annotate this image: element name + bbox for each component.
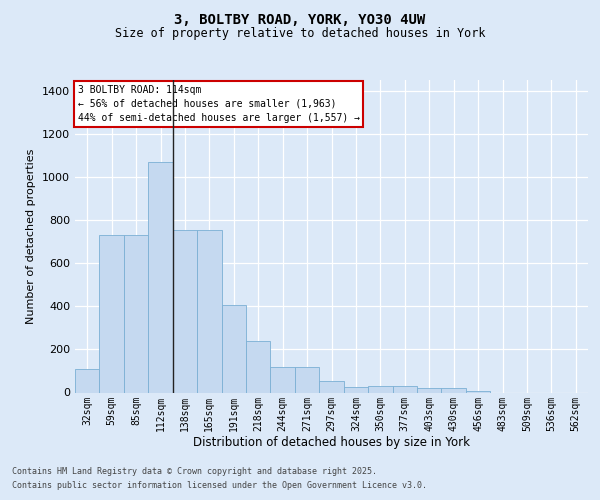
Bar	[319, 380, 344, 392]
Text: 3 BOLTBY ROAD: 114sqm
← 56% of detached houses are smaller (1,963)
44% of semi-d: 3 BOLTBY ROAD: 114sqm ← 56% of detached …	[77, 84, 359, 122]
Bar	[392, 386, 417, 392]
Text: Contains public sector information licensed under the Open Government Licence v3: Contains public sector information licen…	[12, 481, 427, 490]
Bar	[100, 235, 124, 392]
Text: Contains HM Land Registry data © Crown copyright and database right 2025.: Contains HM Land Registry data © Crown c…	[12, 467, 377, 476]
Text: 3, BOLTBY ROAD, YORK, YO30 4UW: 3, BOLTBY ROAD, YORK, YO30 4UW	[175, 12, 425, 26]
Bar	[124, 235, 148, 392]
Y-axis label: Number of detached properties: Number of detached properties	[26, 148, 37, 324]
Bar	[417, 388, 442, 392]
Bar	[295, 366, 319, 392]
Text: Size of property relative to detached houses in York: Size of property relative to detached ho…	[115, 28, 485, 40]
Bar	[344, 387, 368, 392]
Bar	[368, 386, 392, 392]
Bar	[148, 162, 173, 392]
Bar	[442, 388, 466, 392]
Bar	[246, 341, 271, 392]
Bar	[173, 230, 197, 392]
Bar	[221, 305, 246, 392]
Bar	[75, 370, 100, 392]
X-axis label: Distribution of detached houses by size in York: Distribution of detached houses by size …	[193, 436, 470, 449]
Bar	[197, 230, 221, 392]
Bar	[271, 366, 295, 392]
